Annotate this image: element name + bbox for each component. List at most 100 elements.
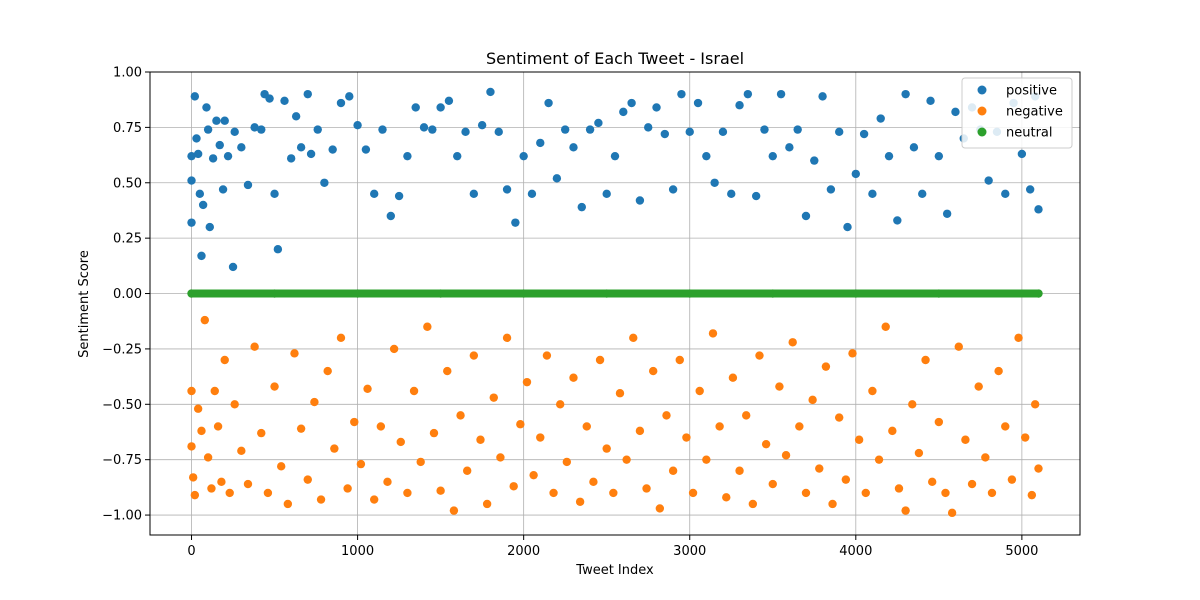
point-negative (801, 488, 811, 498)
point-positive (693, 98, 703, 108)
point-negative (443, 366, 452, 376)
point-negative (303, 475, 312, 484)
point-negative (881, 322, 890, 331)
point-negative (416, 457, 425, 467)
point-positive (273, 245, 283, 254)
point-positive (250, 123, 259, 132)
point-negative (629, 333, 638, 343)
point-positive (411, 103, 420, 112)
point-negative (263, 488, 273, 498)
point-positive (477, 120, 487, 130)
point-negative (536, 433, 545, 442)
point-negative (834, 413, 844, 422)
point-negative (193, 404, 203, 413)
y-tick-label: −0.50 (102, 398, 142, 413)
point-positive (291, 112, 301, 121)
point-negative (522, 377, 532, 387)
point-negative (462, 466, 472, 475)
point-negative (1020, 433, 1030, 442)
point-positive (187, 218, 196, 227)
y-tick-label: −0.75 (102, 453, 142, 468)
point-negative (788, 338, 797, 347)
point-positive (192, 134, 201, 143)
point-negative (217, 477, 226, 487)
point-positive (198, 200, 208, 210)
point-positive (834, 127, 844, 137)
point-negative (496, 453, 505, 462)
point-positive (942, 209, 952, 218)
point-negative (429, 428, 439, 438)
point-positive (453, 151, 462, 161)
point-negative (961, 435, 970, 444)
point-positive (718, 127, 728, 137)
point-negative (735, 466, 744, 475)
point-negative (927, 477, 937, 487)
point-positive (320, 178, 329, 187)
point-positive (951, 107, 960, 117)
point-positive (228, 262, 238, 272)
point-positive (918, 189, 927, 199)
point-negative (715, 422, 724, 431)
point-negative (987, 488, 997, 498)
point-positive (502, 185, 512, 194)
point-negative (456, 411, 465, 420)
point-positive (428, 125, 437, 134)
point-negative (369, 495, 379, 504)
point-negative (688, 488, 698, 498)
point-positive (776, 89, 786, 99)
point-negative (213, 422, 223, 431)
x-tick-label: 4000 (839, 544, 872, 559)
point-negative (220, 355, 229, 365)
point-positive (560, 125, 570, 134)
point-positive (859, 129, 869, 139)
point-positive (223, 151, 233, 161)
y-tick-label: −1.00 (102, 509, 142, 524)
point-positive (336, 98, 346, 108)
point-negative (589, 477, 598, 487)
legend-marker-neutral (977, 127, 987, 137)
point-negative (815, 464, 824, 473)
legend: positive negative neutral (961, 77, 1073, 149)
point-negative (848, 349, 857, 358)
y-tick-label: 0.50 (113, 176, 142, 191)
point-negative (974, 382, 983, 391)
point-positive (419, 123, 429, 132)
point-positive (577, 202, 586, 212)
point-negative (187, 386, 196, 396)
point-positive (205, 222, 214, 232)
point-positive (195, 189, 205, 199)
point-negative (868, 386, 877, 396)
point-positive (602, 189, 611, 199)
point-positive (218, 185, 228, 194)
point-positive (328, 145, 337, 154)
point-negative (775, 382, 784, 391)
point-negative (270, 382, 279, 391)
point-negative (615, 389, 625, 398)
point-negative (994, 366, 1003, 376)
x-tick-label: 3000 (673, 544, 706, 559)
point-negative (207, 484, 216, 493)
point-negative (682, 433, 691, 442)
point-positive (644, 123, 653, 132)
point-negative (350, 417, 359, 427)
point-negative (675, 355, 684, 365)
point-negative (316, 495, 326, 504)
point-positive (1034, 205, 1043, 214)
point-negative (575, 497, 585, 506)
point-negative (808, 395, 817, 405)
point-negative (708, 329, 718, 338)
point-positive (627, 98, 636, 108)
point-positive (818, 92, 827, 101)
point-positive (193, 149, 203, 159)
point-positive (197, 251, 206, 261)
point-negative (230, 400, 239, 409)
point-negative (423, 322, 432, 331)
point-negative (1007, 475, 1017, 484)
point-positive (826, 185, 836, 194)
point-negative (934, 417, 944, 427)
point-negative (861, 488, 870, 498)
point-negative (516, 420, 525, 429)
point-negative (250, 342, 259, 351)
point-positive (751, 191, 761, 201)
